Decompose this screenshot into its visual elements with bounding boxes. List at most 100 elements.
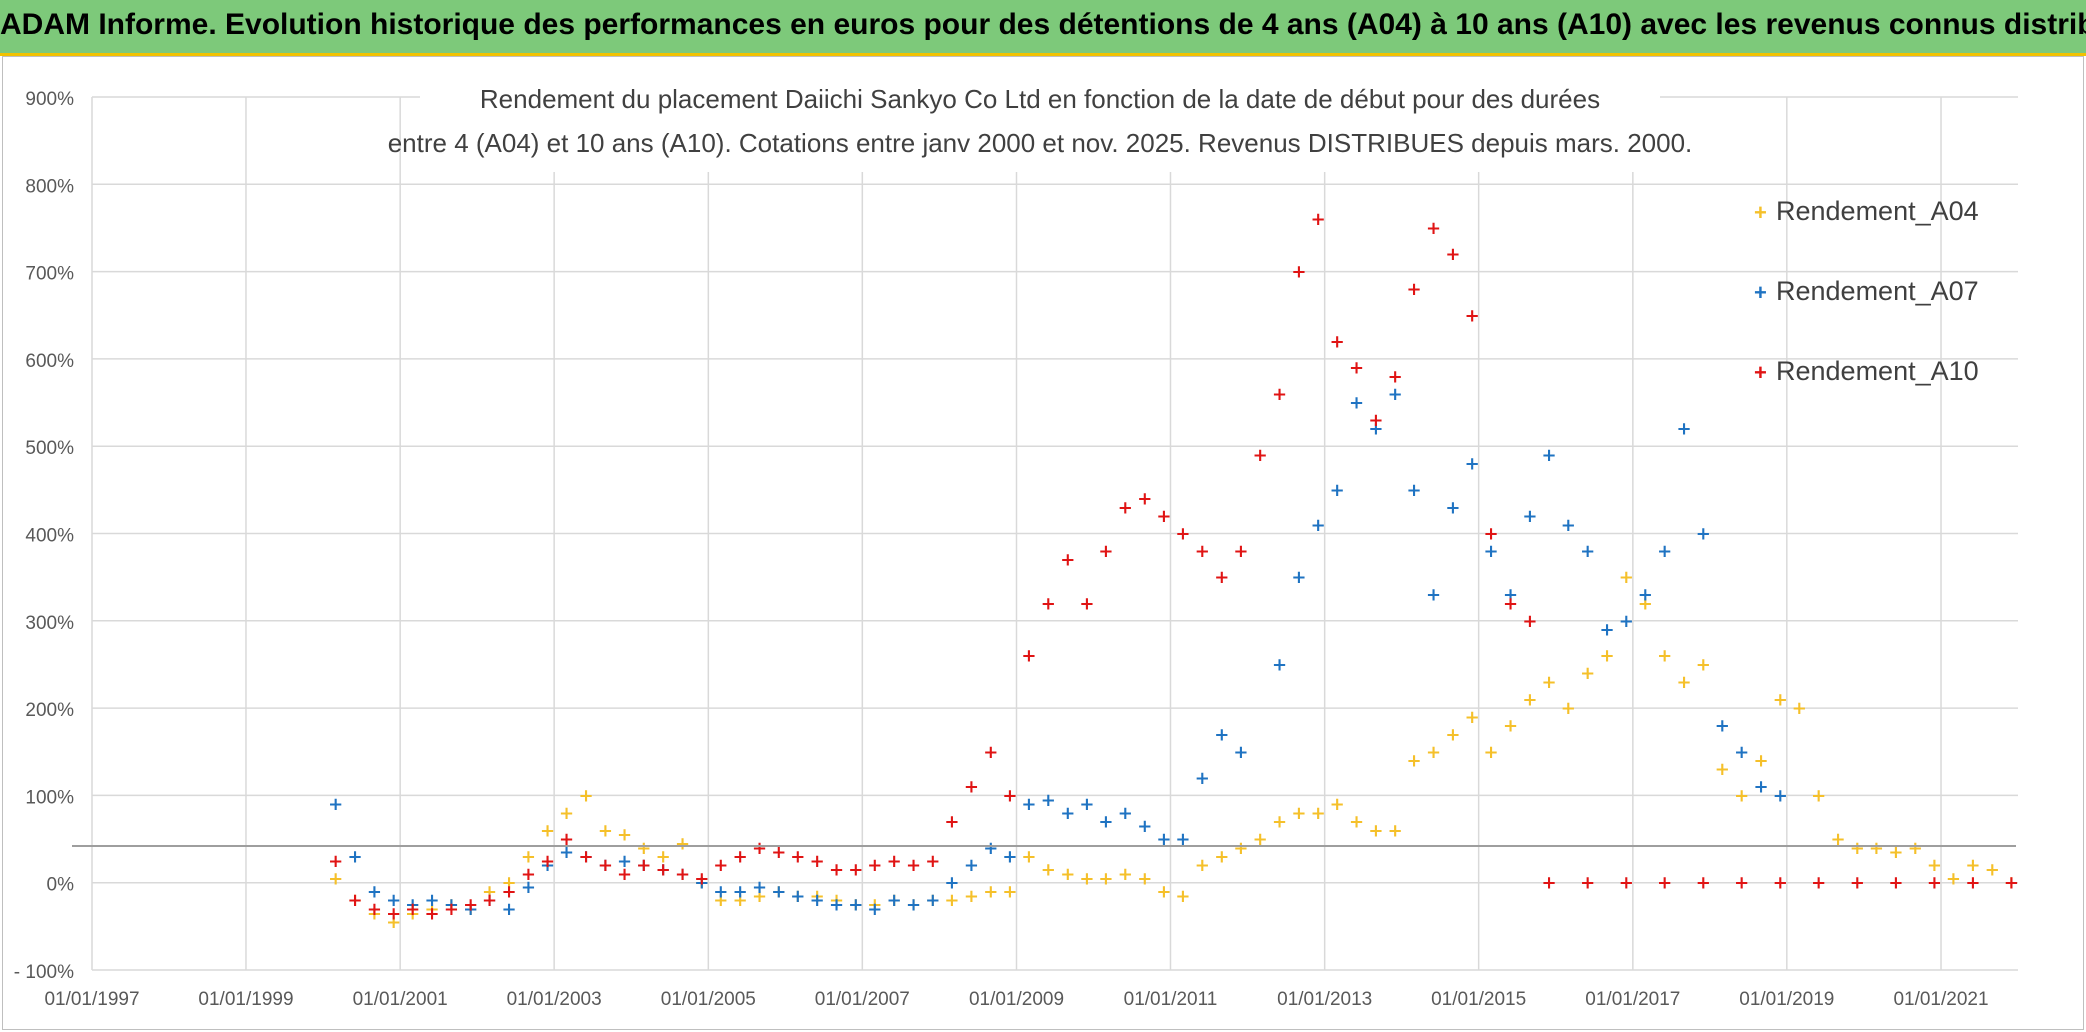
data-point: + (1715, 716, 1730, 737)
data-point: + (386, 903, 401, 924)
data-point: + (1426, 742, 1441, 763)
title-background (420, 82, 1660, 172)
data-point: + (1792, 698, 1807, 719)
data-point: + (444, 895, 459, 916)
y-axis-tick-labels: - 100% 0% 100% 200% 300% 400% 500% 600% 700% 800%… (14, 89, 74, 983)
data-point: + (636, 855, 651, 876)
data-point: + (559, 829, 574, 850)
data-point: + (1311, 803, 1326, 824)
data-point: + (771, 881, 786, 902)
data-point: + (1137, 489, 1152, 510)
data-point: + (1985, 860, 2000, 881)
data-point: + (482, 890, 497, 911)
data-point: + (1677, 672, 1692, 693)
data-point: + (1272, 812, 1287, 833)
data-point: + (1465, 707, 1480, 728)
data-point: + (1542, 672, 1557, 693)
data-point: + (1426, 218, 1441, 239)
data-point: + (1311, 515, 1326, 536)
data-point: + (1098, 812, 1113, 833)
data-point: + (1098, 541, 1113, 562)
data-point: + (1060, 550, 1075, 571)
y-tick-label: 700% (25, 264, 74, 285)
data-point: + (1927, 873, 1942, 894)
data-point: + (964, 777, 979, 798)
data-point: + (1021, 794, 1036, 815)
data-point: + (1002, 785, 1017, 806)
data-point: + (1696, 524, 1711, 545)
data-point: + (925, 890, 940, 911)
data-point: + (1272, 654, 1287, 675)
data-point: + (347, 847, 362, 868)
x-tick-label: 01/01/2009 (969, 989, 1064, 1010)
data-point: + (1484, 742, 1499, 763)
data-point: + (752, 886, 767, 907)
data-point: + (829, 890, 844, 911)
x-tick-label: 01/01/2007 (815, 989, 910, 1010)
y-tick-label: 200% (25, 700, 74, 721)
data-point: + (1291, 567, 1306, 588)
data-point: + (1330, 480, 1345, 501)
data-point: + (887, 890, 902, 911)
data-point: + (1927, 855, 1942, 876)
data-point: + (1445, 724, 1460, 745)
y-tick-label: 300% (25, 613, 74, 634)
data-point: + (1600, 620, 1615, 641)
data-point: + (1060, 864, 1075, 885)
data-point: + (1041, 593, 1056, 614)
y-tick-label: 0% (47, 875, 75, 896)
x-tick-label: 01/01/2001 (353, 989, 448, 1010)
data-point: + (405, 895, 420, 916)
data-point: + (521, 847, 536, 868)
data-point: + (694, 873, 709, 894)
data-point: + (1522, 689, 1537, 710)
data-point: + (1426, 585, 1441, 606)
data-point: + (887, 890, 902, 911)
data-point: + (598, 855, 613, 876)
data-point: + (983, 838, 998, 859)
data-point: + (1734, 873, 1749, 894)
data-point: + (848, 895, 863, 916)
data-point: + (1407, 750, 1422, 771)
data-point: + (964, 855, 979, 876)
data-point: + (1407, 279, 1422, 300)
data-point: + (1619, 611, 1634, 632)
data-point: + (578, 847, 593, 868)
data-point: + (1522, 611, 1537, 632)
data-point: + (810, 886, 825, 907)
data-point: + (1619, 873, 1634, 894)
data-point: + (367, 899, 382, 920)
horizontal-gridlines (92, 96, 2018, 971)
data-point: + (944, 890, 959, 911)
data-point: + (713, 890, 728, 911)
legend-item-a10: + Rendement_A10 (1738, 350, 1979, 430)
data-point: + (1098, 868, 1113, 889)
legend-label-a07: Rendement_A07 (1776, 276, 1979, 306)
data-point: + (906, 895, 921, 916)
data-point: + (1118, 497, 1133, 518)
data-point: + (367, 881, 382, 902)
x-tick-label: 01/01/2021 (1893, 989, 1988, 1010)
data-point: + (444, 899, 459, 920)
legend-marker-a04: + (1754, 200, 1767, 225)
x-axis-tick-labels: 01/01/1997 01/01/1999 01/01/2001 01/01/2003… (44, 989, 1988, 1010)
data-point: + (1118, 864, 1133, 885)
data-point: + (983, 742, 998, 763)
data-point: + (559, 803, 574, 824)
data-point: + (424, 890, 439, 911)
data-point: + (752, 877, 767, 898)
data-point: + (1445, 497, 1460, 518)
data-point: + (1349, 393, 1364, 414)
data-point: + (790, 886, 805, 907)
data-point: + (675, 864, 690, 885)
data-point: + (1388, 820, 1403, 841)
chart-title-line-1: Rendement du placement Daiichi Sankyo Co… (480, 84, 1600, 114)
data-point: + (1253, 829, 1268, 850)
data-point: + (540, 820, 555, 841)
x-tick-label: 01/01/2019 (1739, 989, 1834, 1010)
report-title: ADAM Informe. Evolution historique des p… (0, 8, 2086, 41)
data-point: + (1600, 646, 1615, 667)
x-tick-label: 01/01/1999 (198, 989, 293, 1010)
data-point: + (1214, 724, 1229, 745)
data-point: + (1060, 803, 1075, 824)
